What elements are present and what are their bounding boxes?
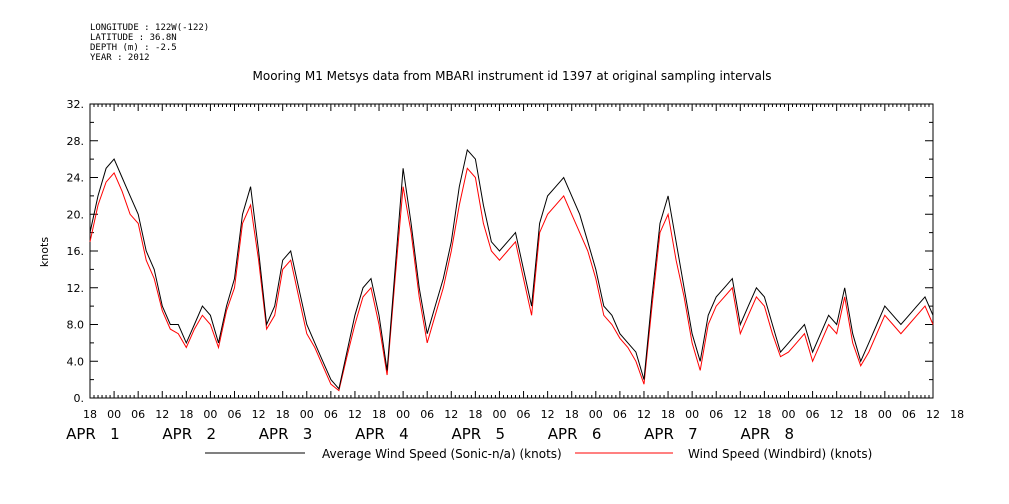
legend-label-sonic: Average Wind Speed (Sonic-n/a) (knots) [322,447,562,461]
x-date-label: APR 2 [162,425,216,443]
y-tick-label: 16. [67,245,85,258]
x-tick-label: 12 [637,408,651,421]
x-tick-label: 18 [83,408,97,421]
year-label: YEAR : 2012 [90,53,150,63]
x-tick-label: 00 [203,408,217,421]
y-axis-ticks: 0. 4.0 8.0 12. 16. 20. 24. 28. 32. [67,98,933,405]
x-tick-label: 18 [661,408,675,421]
x-tick-label: 00 [492,408,506,421]
x-tick-label: 06 [324,408,338,421]
x-tick-label: 12 [733,408,747,421]
x-tick-label: 06 [228,408,242,421]
x-tick-label: 06 [806,408,820,421]
x-tick-label: 12 [541,408,555,421]
x-tick-label: 18 [468,408,482,421]
x-date-label: APR 1 [66,425,120,443]
x-tick-label: 00 [878,408,892,421]
x-tick-label: 18 [276,408,290,421]
x-tick-label: 06 [131,408,145,421]
x-tick-label: 12 [926,408,940,421]
x-tick-label: 18 [372,408,386,421]
legend-label-windbird: Wind Speed (Windbird) (knots) [688,447,872,461]
series-line-sonic [89,148,934,390]
x-tick-label: 18 [854,408,868,421]
y-axis-label: knots [38,237,51,267]
x-tick-label: 00 [107,408,121,421]
series-line-windbird [89,167,934,392]
x-tick-label: 06 [517,408,531,421]
x-date-label: APR 7 [644,425,698,443]
y-tick-label: 20. [67,208,85,221]
series-lines [89,148,934,392]
y-tick-label: 12. [67,282,85,295]
y-tick-label: 24. [67,172,85,185]
x-tick-label: 12 [444,408,458,421]
x-date-label: APR 8 [740,425,794,443]
y-tick-label: 8.0 [67,319,85,332]
chart-title: Mooring M1 Metsys data from MBARI instru… [253,69,772,83]
x-tick-label: 18 [179,408,193,421]
x-date-label: APR 3 [259,425,313,443]
y-tick-label: 4.0 [67,355,85,368]
legend: Average Wind Speed (Sonic-n/a) (knots) W… [205,447,872,461]
x-axis-ticks: 18 00 06 12 18 00 06 12 18 00 06 12 18 00 06 12 18 00 06 12… [66,104,964,443]
x-tick-label: 12 [348,408,362,421]
x-tick-label: 00 [589,408,603,421]
x-tick-label: 00 [685,408,699,421]
metadata-block: LONGITUDE : 122W(-122) LATITUDE : 36.8N … [90,23,209,63]
x-tick-label: 12 [252,408,266,421]
x-tick-label: 06 [902,408,916,421]
x-tick-label: 12 [155,408,169,421]
x-tick-label: 00 [300,408,314,421]
x-tick-label: 12 [830,408,844,421]
y-tick-label: 0. [74,392,85,405]
x-tick-label: 06 [613,408,627,421]
x-date-label: APR 6 [548,425,602,443]
x-tick-label: 06 [420,408,434,421]
x-tick-label: 18 [565,408,579,421]
x-date-label: APR 5 [451,425,505,443]
depth-label: DEPTH (m) : -2.5 [90,43,177,53]
x-tick-label: 18 [950,408,964,421]
y-tick-label: 32. [67,98,85,111]
plot-frame [89,103,934,399]
y-tick-label: 28. [67,135,85,148]
x-tick-label: 18 [757,408,771,421]
longitude-label: LONGITUDE : 122W(-122) [90,23,209,33]
x-tick-label: 00 [396,408,410,421]
latitude-label: LATITUDE : 36.8N [90,33,177,43]
x-tick-label: 06 [709,408,723,421]
x-date-label: APR 4 [355,425,409,443]
x-tick-label: 00 [781,408,795,421]
